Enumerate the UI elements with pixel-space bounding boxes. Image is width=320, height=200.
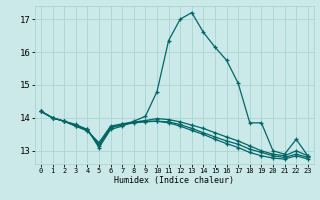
X-axis label: Humidex (Indice chaleur): Humidex (Indice chaleur)	[115, 176, 235, 185]
